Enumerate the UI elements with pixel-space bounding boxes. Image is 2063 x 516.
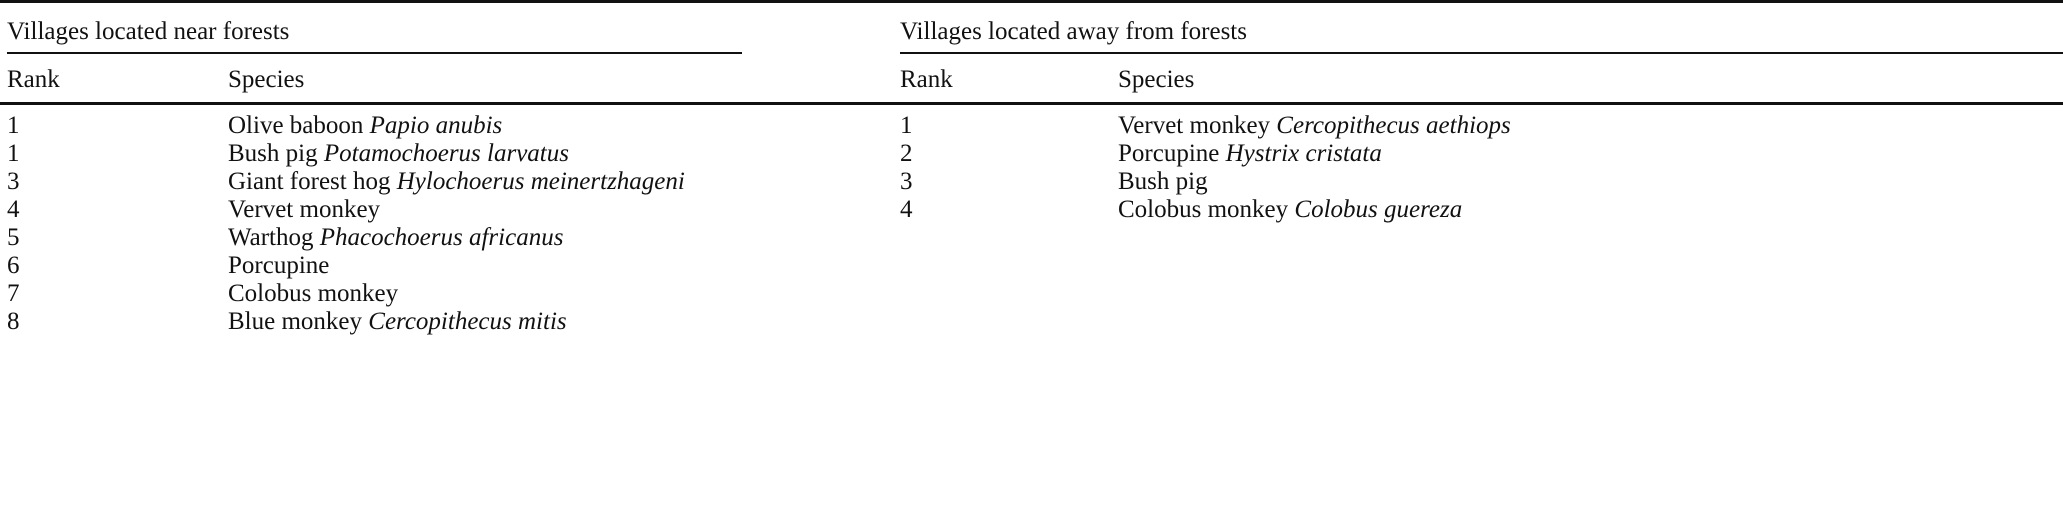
rank-cell: 1: [900, 112, 913, 139]
common-name: Warthog: [228, 224, 314, 251]
rank-cell: 1: [7, 140, 20, 167]
header-species-near: Species: [228, 66, 305, 93]
common-name: Olive baboon: [228, 112, 364, 139]
common-name: Vervet monkey: [1118, 112, 1271, 139]
header-species-away: Species: [1118, 66, 1195, 93]
species-cell: Blue monkey Cercopithecus mitis: [228, 308, 567, 336]
species-cell: Porcupine: [228, 252, 329, 280]
species-cell: Porcupine Hystrix cristata: [1118, 140, 1382, 168]
header-rule: [0, 102, 2063, 105]
common-name: Giant forest hog: [228, 168, 391, 195]
scientific-name: Colobus guereza: [1294, 196, 1463, 223]
header-rank-near: Rank: [7, 66, 60, 93]
rank-cell: 2: [900, 140, 913, 167]
rank-cell: 8: [7, 308, 20, 335]
scientific-name: Cercopithecus mitis: [368, 308, 567, 335]
species-cell: Warthog Phacochoerus africanus: [228, 224, 563, 252]
species-cell: Bush pig Potamochoerus larvatus: [228, 140, 569, 168]
rank-cell: 5: [7, 224, 20, 251]
scientific-name: Cercopithecus aethiops: [1276, 112, 1511, 139]
common-name: Colobus monkey: [1118, 196, 1289, 223]
species-cell: Vervet monkey Cercopithecus aethiops: [1118, 112, 1511, 140]
rank-cell: 3: [900, 168, 913, 195]
top-rule: [0, 0, 2063, 3]
rank-cell: 4: [900, 196, 913, 223]
rank-cell: 6: [7, 252, 20, 279]
common-name: Blue monkey: [228, 308, 363, 335]
species-cell: Olive baboon Papio anubis: [228, 112, 502, 140]
species-cell: Vervet monkey: [228, 196, 380, 224]
common-name: Porcupine: [1118, 140, 1220, 167]
group-title-away: Villages located away from forests: [900, 18, 1247, 45]
scientific-name: Papio anubis: [369, 112, 503, 139]
scientific-name: Potamochoerus larvatus: [323, 140, 569, 167]
scientific-name: Hystrix cristata: [1225, 140, 1382, 167]
species-cell: Colobus monkey: [228, 280, 398, 308]
common-name: Bush pig: [228, 140, 318, 167]
group-rule-near: [7, 52, 742, 54]
rank-cell: 7: [7, 280, 20, 307]
scientific-name: Hylochoerus meinertzhageni: [396, 168, 685, 195]
common-name: Bush pig: [1118, 168, 1208, 195]
species-cell: Colobus monkey Colobus guereza: [1118, 196, 1462, 224]
rank-cell: 4: [7, 196, 20, 223]
header-rank-away: Rank: [900, 66, 953, 93]
common-name: Porcupine: [228, 252, 330, 279]
group-title-near: Villages located near forests: [7, 18, 290, 45]
scientific-name: Phacochoerus africanus: [319, 224, 564, 251]
rank-cell: 3: [7, 168, 20, 195]
species-cell: Bush pig: [1118, 168, 1208, 196]
group-rule-away: [900, 52, 2063, 54]
common-name: Vervet monkey: [228, 196, 381, 223]
rank-cell: 1: [7, 112, 20, 139]
common-name: Colobus monkey: [228, 280, 399, 307]
species-cell: Giant forest hog Hylochoerus meinertzhag…: [228, 168, 685, 196]
